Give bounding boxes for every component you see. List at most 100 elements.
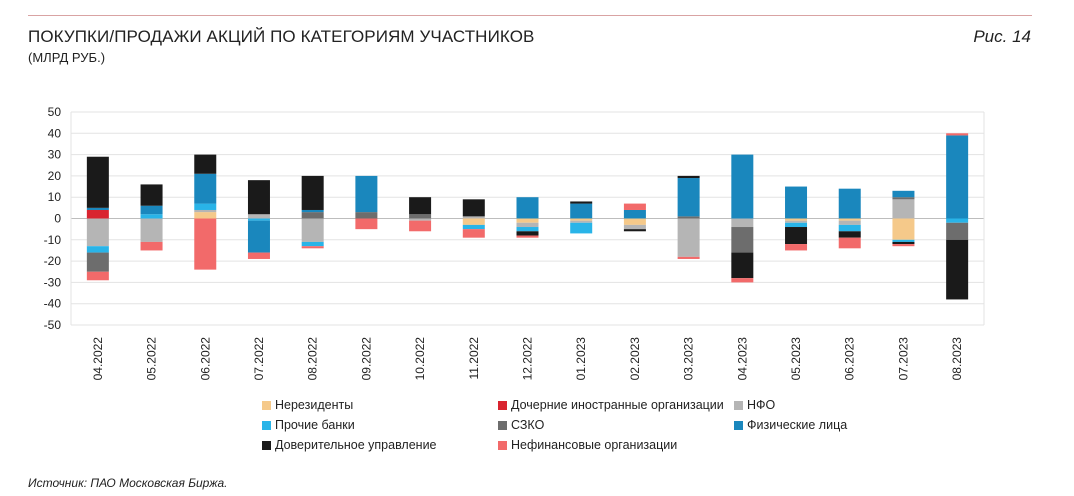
bar-segment-5: [838, 188, 861, 219]
chart-title: ПОКУПКИ/ПРОДАЖИ АКЦИЙ ПО КАТЕГОРИЯМ УЧАС…: [28, 27, 535, 46]
bar-segment-7: [140, 241, 163, 251]
bar-segment-7: [677, 256, 700, 259]
y-tick-label: -40: [44, 297, 62, 311]
bar-segment-6: [247, 180, 270, 215]
bar-segment-4: [301, 212, 324, 219]
bar-segment-0: [516, 218, 539, 223]
y-axis-tick-labels: 50 40 30 20 10 0 -10 -20 -30 -40 -50: [44, 105, 62, 332]
bar-segment-0: [623, 218, 646, 225]
bar-segment-6: [892, 241, 915, 245]
legend-item-foreign-subsidiaries: Дочерние иностранные организации: [498, 398, 724, 412]
legend-label: Нефинансовые организации: [511, 438, 678, 452]
bar-segment-7: [892, 244, 915, 247]
bar-chart: 50 40 30 20 10 0 -10 -20 -30 -40 -50 04.2022 05.202…: [44, 105, 985, 381]
bar-stack-06.2022: [194, 154, 217, 270]
bar-segment-5: [731, 154, 754, 219]
bar-segment-4: [946, 222, 969, 240]
bar-segment-3: [140, 214, 163, 219]
bar-segment-2: [731, 218, 754, 228]
bar-segment-2: [301, 218, 324, 242]
bar-segment-6: [623, 229, 646, 232]
bar-segment-2: [838, 220, 861, 225]
x-tick-label: 04.2023: [735, 337, 749, 381]
bar-segment-5: [570, 203, 593, 219]
bar-segment-2: [409, 218, 432, 221]
bar-segment-4: [677, 216, 700, 219]
bar-segment-2: [86, 218, 109, 247]
bar-segment-0: [838, 218, 861, 221]
bar-segment-2: [677, 218, 700, 257]
y-tick-label: 50: [48, 105, 62, 119]
bar-segment-5: [677, 178, 700, 217]
y-tick-label: -20: [44, 254, 62, 268]
x-tick-label: 09.2022: [359, 337, 373, 381]
bar-segment-2: [194, 209, 217, 213]
x-tick-label: 06.2022: [198, 337, 212, 381]
bar-segment-7: [301, 246, 324, 249]
bar-stack-04.2023: [731, 154, 754, 283]
legend-label: НФО: [747, 398, 776, 412]
chart-subtitle: (МЛРД РУБ.): [28, 50, 106, 65]
bar-segment-2: [623, 224, 646, 230]
x-axis-tick-labels: 04.2022 05.2022 06.2022 07.2022 08.2022 09.20…: [91, 337, 964, 381]
bar-segment-7: [516, 235, 539, 238]
bar-segment-2: [516, 222, 539, 228]
legend-label: СЗКО: [511, 418, 545, 432]
x-tick-label: 03.2023: [682, 337, 696, 381]
legend-label: Дочерние иностранные организации: [511, 398, 724, 412]
x-tick-label: 05.2022: [145, 337, 159, 381]
bar-segment-5: [785, 186, 808, 219]
y-tick-label: 30: [48, 148, 62, 162]
bar-stack-06.2023: [838, 188, 861, 249]
legend-item-other-banks: Прочие банки: [262, 418, 355, 432]
x-tick-label: 08.2023: [950, 337, 964, 381]
bar-segment-7: [623, 203, 646, 210]
legend-item-szko: СЗКО: [498, 418, 544, 432]
bar-segment-5: [355, 175, 378, 213]
x-tick-label: 10.2022: [413, 337, 427, 381]
bar-stack-11.2022: [462, 199, 485, 238]
x-tick-label: 07.2022: [252, 337, 266, 381]
bar-segment-3: [516, 227, 539, 232]
legend-swatch: [734, 420, 743, 430]
bar-segment-1: [86, 209, 109, 219]
figure-number: Рис. 14: [973, 27, 1031, 46]
legend-swatch: [498, 420, 507, 430]
top-rule: [28, 15, 1032, 16]
bar-segment-0: [892, 218, 915, 240]
legend-item-individuals: Физические лица: [734, 418, 847, 432]
bar-segment-6: [301, 175, 324, 210]
legend-swatch: [262, 440, 271, 450]
bar-segment-6: [462, 199, 485, 217]
bar-stack-03.2023: [677, 175, 700, 259]
bar-segment-7: [247, 252, 270, 259]
bar-segment-0: [462, 218, 485, 225]
y-tick-label: -50: [44, 318, 62, 332]
bar-segment-3: [838, 224, 861, 232]
bar-segment-6: [946, 239, 969, 300]
bar-segment-7: [946, 133, 969, 136]
legend-label: Физические лица: [747, 418, 848, 432]
bar-stack-08.2022: [301, 175, 324, 249]
bar-segment-5: [623, 209, 646, 219]
bar-segment-7: [409, 220, 432, 232]
bar-segment-7: [355, 218, 378, 230]
bar-segment-3: [247, 218, 270, 221]
bar-segment-2: [785, 220, 808, 223]
x-tick-label: 12.2022: [521, 337, 535, 381]
bar-stack-04.2022: [86, 156, 109, 281]
bar-segment-2: [140, 218, 163, 242]
bar-stack-07.2023: [892, 190, 915, 247]
bar-segment-2: [892, 199, 915, 219]
bar-segment-0: [785, 218, 808, 221]
x-tick-label: 08.2022: [306, 337, 320, 381]
bar-segment-5: [516, 197, 539, 219]
bar-stack-08.2023: [946, 133, 969, 300]
bar-segment-0: [194, 212, 217, 219]
y-tick-label: 40: [48, 126, 62, 140]
bar-segment-5: [247, 220, 270, 253]
bar-segment-2: [247, 214, 270, 219]
bar-segment-3: [194, 203, 217, 210]
bar-segment-2: [570, 220, 593, 223]
bar-segment-7: [838, 237, 861, 249]
